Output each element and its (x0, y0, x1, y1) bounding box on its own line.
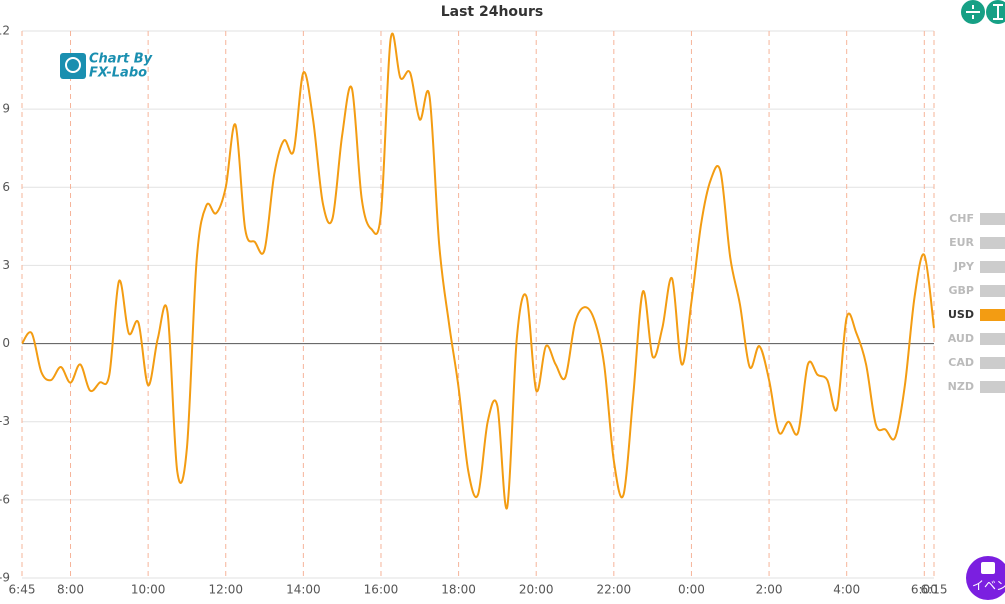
x-tick-label: 22:00 (597, 583, 632, 597)
x-tick-label: 6:45 (9, 583, 36, 597)
x-tick-label: 16:00 (364, 583, 399, 597)
reset-button[interactable] (986, 0, 1005, 24)
x-tick-label: 0:00 (678, 583, 705, 597)
y-tick-label: -6 (0, 492, 10, 506)
legend-swatch (980, 309, 1005, 321)
logo-text: Chart By (89, 52, 153, 67)
y-tick-label: 0 (2, 336, 10, 350)
legend-label: CAD (948, 356, 974, 369)
zoom-icon (966, 5, 980, 19)
x-tick-label: 20:00 (519, 583, 554, 597)
event-icon (981, 562, 995, 574)
logo-icon (60, 53, 86, 79)
legend-label: USD (948, 308, 974, 321)
logo: Chart By FX-Labo (60, 52, 153, 81)
legend-swatch (980, 261, 1005, 273)
legend-label: NZD (948, 380, 974, 393)
event-button[interactable]: イベン (966, 556, 1005, 600)
x-tick-label: 14:00 (286, 583, 321, 597)
x-tick-label: 6:00 (911, 583, 938, 597)
logo-lens (65, 57, 81, 73)
legend-swatch (980, 237, 1005, 249)
legend-swatch (980, 381, 1005, 393)
legend-label: CHF (949, 212, 974, 225)
legend-swatch (980, 285, 1005, 297)
y-tick-label: 12 (0, 24, 10, 38)
reset-icon (993, 4, 1003, 20)
y-tick-label: 6 (2, 180, 10, 194)
logo-text: FX-Labo (89, 66, 147, 81)
event-circle[interactable] (966, 556, 1005, 600)
y-tick-label: 3 (2, 258, 10, 272)
legend-label: EUR (949, 236, 974, 249)
x-tick-label: 4:00 (833, 583, 860, 597)
y-tick-label: -9 (0, 571, 10, 585)
chart-title: Last 24hours (441, 4, 544, 20)
plot: -9 -6 -3 0 3 6 9 12 6:45 8:00 10:00 12:00 14:00 16:00… (0, 24, 947, 597)
x-tick-label: 2:00 (756, 583, 783, 597)
legend-label: AUD (948, 332, 974, 345)
legend-swatch (980, 333, 1005, 345)
line (21, 32, 935, 510)
legend: CHF EUR JPY GBP USD AUD CAD NZD (948, 212, 1005, 393)
x-tick-label: 8:00 (57, 583, 84, 597)
x-tick-label: 12:00 (208, 583, 243, 597)
y-tick-label: 9 (2, 102, 10, 116)
legend-label: JPY (953, 260, 975, 273)
legend-swatch (980, 213, 1005, 225)
x-tick-label: 6:15 (921, 583, 948, 597)
legend-label: GBP (949, 284, 974, 297)
x-tick-label: 10:00 (131, 583, 166, 597)
y-tick-label: -3 (0, 414, 10, 428)
toolbar (961, 0, 1005, 24)
x-tick-label: 18:00 (441, 583, 476, 597)
event-text: イベン (972, 579, 1005, 593)
legend-swatch (980, 357, 1005, 369)
